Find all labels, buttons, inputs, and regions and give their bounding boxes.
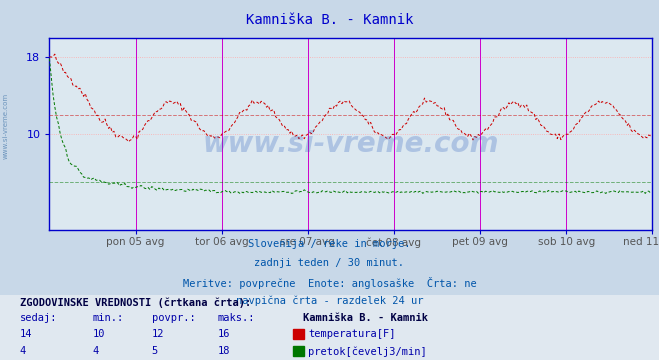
Text: temperatura[F]: temperatura[F] bbox=[308, 329, 396, 339]
Text: min.:: min.: bbox=[92, 313, 123, 323]
Text: Kamniška B. - Kamnik: Kamniška B. - Kamnik bbox=[246, 13, 413, 27]
Text: 18: 18 bbox=[217, 346, 230, 356]
Text: povpr.:: povpr.: bbox=[152, 313, 195, 323]
Text: 4: 4 bbox=[92, 346, 98, 356]
Text: 5: 5 bbox=[152, 346, 158, 356]
Text: 14: 14 bbox=[20, 329, 32, 339]
Text: navpična črta - razdelek 24 ur: navpična črta - razdelek 24 ur bbox=[236, 296, 423, 306]
Text: 4: 4 bbox=[20, 346, 26, 356]
Text: pretok[čevelj3/min]: pretok[čevelj3/min] bbox=[308, 346, 427, 357]
Text: www.si-vreme.com: www.si-vreme.com bbox=[203, 130, 499, 158]
Text: zadnji teden / 30 minut.: zadnji teden / 30 minut. bbox=[254, 258, 405, 268]
Text: Meritve: povprečne  Enote: anglosaške  Črta: ne: Meritve: povprečne Enote: anglosaške Črt… bbox=[183, 277, 476, 289]
Text: 16: 16 bbox=[217, 329, 230, 339]
Text: Slovenija / reke in morje.: Slovenija / reke in morje. bbox=[248, 239, 411, 249]
Text: ZGODOVINSKE VREDNOSTI (črtkana črta):: ZGODOVINSKE VREDNOSTI (črtkana črta): bbox=[20, 297, 251, 307]
Text: Kamniška B. - Kamnik: Kamniška B. - Kamnik bbox=[303, 313, 428, 323]
Text: 10: 10 bbox=[92, 329, 105, 339]
Text: 12: 12 bbox=[152, 329, 164, 339]
Text: sedaj:: sedaj: bbox=[20, 313, 57, 323]
Text: www.si-vreme.com: www.si-vreme.com bbox=[2, 93, 9, 159]
Text: maks.:: maks.: bbox=[217, 313, 255, 323]
